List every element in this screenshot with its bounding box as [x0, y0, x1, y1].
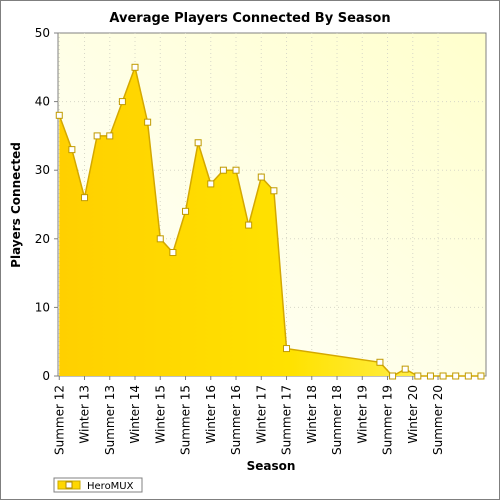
- x-tick-label: Summer 18: [330, 385, 344, 455]
- x-tick-label: Summer 20: [431, 385, 445, 455]
- series-points: [55, 63, 485, 380]
- data-point: [257, 173, 265, 181]
- data-point: [452, 372, 460, 380]
- legend-label: HeroMUX: [87, 481, 134, 492]
- y-tick-label: 10: [35, 300, 50, 314]
- data-point: [55, 111, 63, 119]
- data-point: [270, 187, 278, 195]
- data-point: [464, 372, 472, 380]
- series-line: [58, 64, 481, 377]
- x-axis-title: Season: [247, 459, 296, 473]
- x-tick-label: Winter 18: [305, 385, 319, 444]
- data-point: [477, 372, 485, 380]
- data-point: [283, 345, 291, 353]
- data-point: [106, 132, 114, 140]
- data-point: [207, 180, 215, 188]
- y-tick-label: 20: [35, 232, 50, 246]
- grid: [58, 33, 486, 376]
- legend-marker: [65, 481, 73, 489]
- y-tick-label: 40: [35, 95, 50, 109]
- x-tick-label: Summer 17: [280, 385, 294, 455]
- y-tick-label: 30: [35, 163, 50, 177]
- data-point: [376, 358, 384, 366]
- series-area-fill: [59, 67, 481, 377]
- data-point: [439, 372, 447, 380]
- y-tick-label: 0: [42, 369, 50, 383]
- data-point: [169, 249, 177, 257]
- data-point: [232, 166, 240, 174]
- y-tick-label: 50: [35, 26, 50, 40]
- data-point: [144, 118, 152, 126]
- x-tick-label: Winter 13: [78, 385, 92, 444]
- axes: 0 10 20 30 40 50 Summer 12 Winter 13 Summer 13 Wi…: [35, 26, 445, 455]
- data-point: [68, 146, 76, 154]
- data-point: [401, 365, 409, 373]
- data-point: [219, 166, 227, 174]
- legend: HeroMUX: [53, 477, 143, 493]
- data-point: [389, 372, 397, 380]
- x-tick-label: Winter 17: [254, 385, 268, 444]
- x-tick-label: Summer 19: [381, 385, 395, 455]
- data-point: [194, 139, 202, 147]
- data-point: [156, 235, 164, 243]
- data-point: [81, 194, 89, 202]
- x-tick-label: Winter 19: [355, 385, 369, 444]
- data-point: [414, 372, 422, 380]
- x-tick-label: Winter 15: [153, 385, 167, 444]
- x-tick-label: Winter 20: [406, 385, 420, 444]
- x-tick-label: Summer 13: [103, 385, 117, 455]
- x-tick-label: Winter 16: [204, 385, 218, 444]
- x-tick-label: Summer 15: [179, 385, 193, 455]
- series-area: [58, 64, 481, 377]
- data-point: [245, 221, 253, 229]
- data-point: [182, 207, 190, 215]
- chart-title: Average Players Connected By Season: [109, 11, 390, 26]
- data-point: [93, 132, 101, 140]
- y-axis-title: Players Connected: [9, 142, 23, 268]
- data-point: [426, 372, 434, 380]
- x-tick-label: Summer 12: [52, 385, 66, 455]
- x-tick-label: Summer 16: [229, 385, 243, 455]
- data-point: [118, 98, 126, 106]
- x-tick-label: Winter 14: [128, 385, 142, 444]
- data-point: [131, 63, 139, 71]
